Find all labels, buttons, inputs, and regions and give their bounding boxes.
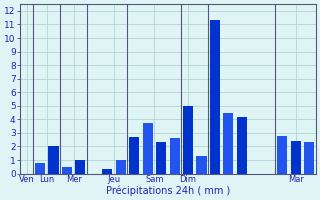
Bar <box>291 141 301 174</box>
Bar <box>156 142 166 174</box>
Bar <box>48 146 59 174</box>
Bar <box>237 117 247 174</box>
Bar <box>116 160 126 174</box>
X-axis label: Précipitations 24h ( mm ): Précipitations 24h ( mm ) <box>106 185 230 196</box>
Bar <box>196 156 206 174</box>
Bar <box>304 142 314 174</box>
Bar <box>170 138 180 174</box>
Bar <box>35 163 45 174</box>
Bar <box>210 20 220 174</box>
Bar <box>143 123 153 174</box>
Bar <box>102 169 112 174</box>
Bar <box>277 136 287 174</box>
Bar <box>129 137 139 174</box>
Bar <box>75 160 85 174</box>
Bar <box>62 167 72 174</box>
Bar <box>223 113 233 174</box>
Bar <box>183 106 193 174</box>
